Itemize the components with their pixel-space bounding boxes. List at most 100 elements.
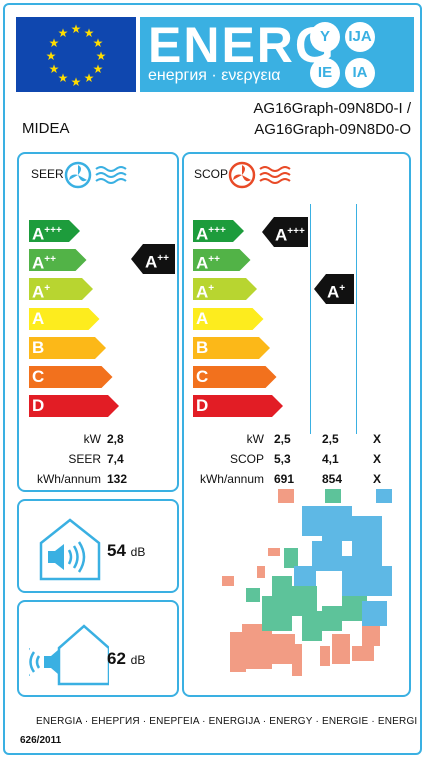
energy-class-bar: A+++ (29, 220, 81, 244)
scop-average-value: 854 (322, 472, 343, 486)
energy-class-bar: D (193, 395, 284, 418)
energy-class-letter: D (32, 396, 45, 416)
seer-title: SEER (31, 167, 64, 181)
energy-class-letter: D (196, 396, 209, 416)
energy-class-plus: +++ (208, 225, 226, 236)
scop-average-value: 2,5 (322, 432, 339, 446)
scop-warmer-value: 5,3 (274, 452, 291, 466)
column-divider (310, 204, 311, 434)
lang-badge-ie: IE (310, 58, 340, 88)
energy-class-bar: A (29, 307, 101, 330)
energy-class-letter: A (196, 253, 209, 273)
scop-row-label: kWh/annum (199, 472, 264, 486)
zone-swatch-colder (376, 489, 392, 503)
energy-class-label: B (196, 337, 208, 359)
energy-class-label: A+++ (32, 220, 62, 246)
energy-class-bar: A++ (193, 249, 252, 273)
seer-row-label: kW (83, 432, 101, 446)
label-frame (3, 3, 422, 755)
model-line-1: AG16Graph-09N8D0-I / (253, 100, 411, 117)
energy-class-letter: A (32, 283, 45, 303)
energy-class-label: D (32, 395, 44, 417)
svg-text:★: ★ (93, 62, 104, 76)
energy-class-label: A (196, 308, 208, 330)
indoor-unit-noise-icon (39, 517, 101, 586)
scop-panel: SCOP A+++ A++ A+ A B C D A+++ A+ kW SCOP kWh/a… (182, 152, 411, 697)
seer-row-value: 2,8 (107, 432, 124, 446)
energy-class-plus: + (208, 283, 215, 295)
energy-class-label: C (32, 366, 44, 388)
energy-header: ENERG енергия · ενεργεια Y IJA IE IA (140, 17, 414, 92)
lang-badge-ija: IJA (345, 22, 375, 52)
svg-text:★: ★ (84, 71, 95, 85)
energy-class-bar: B (29, 336, 107, 359)
svg-text:★: ★ (58, 71, 69, 85)
seer-row-label: SEER (68, 452, 101, 466)
energy-class-letter: A (196, 308, 209, 328)
svg-text:★: ★ (84, 26, 95, 40)
zone-swatch-warmer (278, 489, 294, 503)
scop-warmer-value: 2,5 (274, 432, 291, 446)
energy-class-letter: B (32, 337, 45, 357)
outdoor-noise-value: 62 dB (107, 649, 146, 668)
energy-class-bar: A++ (29, 249, 88, 273)
scop-colder-value: X (373, 452, 382, 466)
scop-warmer-value: 691 (274, 472, 295, 486)
energy-class-letter: A (196, 224, 209, 244)
scop-colder-value: X (373, 472, 382, 486)
energy-class-bar: C (29, 366, 114, 388)
energy-class-plus: ++ (208, 254, 220, 266)
energy-class-bar: A (193, 307, 265, 330)
energy-class-bar: D (29, 395, 120, 418)
energy-class-letter: A (32, 224, 45, 244)
energy-class-letter: A (32, 308, 45, 328)
energy-class-label: A++ (32, 249, 56, 275)
column-divider (356, 204, 357, 434)
energy-class-label: A++ (196, 249, 220, 275)
seer-rating-arrow: A++ (131, 244, 175, 274)
scop-title: SCOP (194, 167, 229, 181)
scop-rating-label: A+ (327, 282, 346, 302)
indoor-noise-value: 54 dB (107, 541, 146, 560)
heating-fan-icon (228, 160, 300, 195)
energy-class-bar: A+++ (193, 220, 245, 244)
scop-average-value: 4,1 (322, 452, 339, 466)
svg-text:★: ★ (71, 22, 82, 36)
energy-class-plus: + (44, 283, 51, 295)
svg-text:★: ★ (93, 36, 104, 50)
outdoor-unit-noise-icon (23, 620, 111, 691)
supplier-name: MIDEA (22, 120, 70, 137)
scop-row-label: SCOP (229, 452, 264, 466)
energy-subtitle: енергия · ενεργεια (148, 67, 281, 84)
energy-class-letter: C (32, 367, 45, 386)
seer-row-label: kWh/annum (36, 472, 101, 486)
scop-rating-arrow-warmer: A+++ (262, 217, 308, 247)
scop-colder-value: X (373, 432, 382, 446)
lang-badge-y: Y (310, 22, 340, 52)
energy-class-label: A+++ (196, 220, 226, 246)
model-line-2: AG16Graph-09N8D0-O (254, 121, 411, 138)
energy-class-bar: A+ (29, 278, 94, 302)
svg-text:★: ★ (49, 36, 60, 50)
svg-text:★: ★ (46, 49, 57, 63)
energy-class-label: A+ (32, 278, 50, 304)
svg-text:★: ★ (58, 26, 69, 40)
svg-text:★: ★ (71, 75, 82, 89)
footer-languages: ENERGIA · ЕНЕРГИЯ · ΕΝΕΡΓΕΙΑ · ENERGIJA … (36, 716, 418, 727)
scop-rating-arrow-average: A+ (314, 274, 354, 304)
seer-rating-label: A++ (145, 252, 169, 272)
energy-class-letter: C (196, 367, 209, 386)
seer-panel: SEER A+++ A++ A+ A B C D A++ kW 2,8 SEER 7,4 k… (17, 152, 179, 492)
europe-climate-map (212, 506, 397, 696)
energy-class-label: D (196, 395, 208, 417)
energy-class-plus: +++ (44, 225, 62, 236)
seer-row-value: 7,4 (107, 452, 124, 466)
energy-class-bar: B (193, 336, 271, 359)
svg-text:★: ★ (49, 62, 60, 76)
eu-flag: ★ ★ ★ ★ ★ ★ ★ ★ ★ ★ ★ ★ (16, 17, 136, 92)
energy-class-letter: A (32, 253, 45, 273)
energy-class-label: B (32, 337, 44, 359)
svg-text:★: ★ (96, 49, 107, 63)
lang-badge-ia: IA (345, 58, 375, 88)
energy-class-label: C (196, 366, 208, 388)
